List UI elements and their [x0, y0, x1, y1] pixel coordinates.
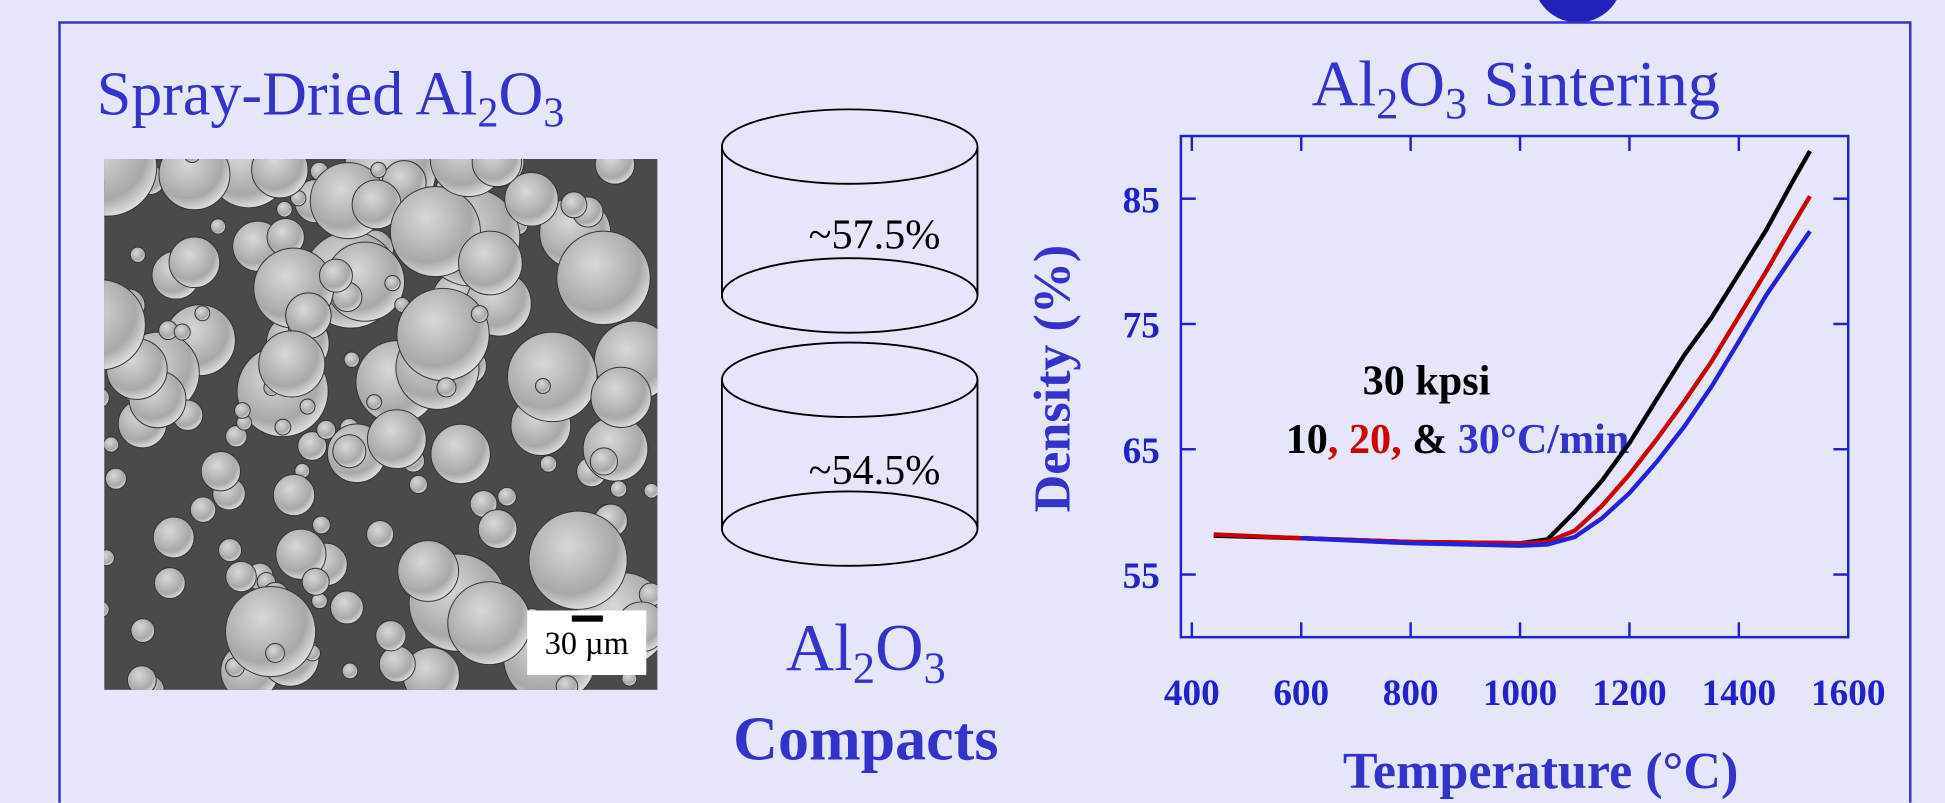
label-part: Al: [786, 611, 853, 685]
particle: [529, 511, 627, 609]
scale-bar: [572, 615, 603, 621]
particle: [561, 192, 587, 218]
particle: [397, 288, 489, 380]
particle: [105, 468, 126, 489]
title-part: Spray-Dried Al: [97, 60, 478, 128]
rate: 10: [1286, 416, 1328, 463]
title-sub: 3: [1445, 78, 1467, 128]
particle: [385, 275, 400, 290]
particle: [330, 591, 363, 624]
annotation-pressure: 30 kpsi: [1363, 358, 1491, 405]
y-tick-label: 65: [1123, 431, 1160, 472]
title-part: Sintering: [1467, 49, 1720, 120]
particle: [591, 367, 651, 427]
particle: [277, 201, 293, 217]
compacts-caption: Compacts: [733, 705, 998, 773]
particle: [459, 231, 523, 295]
rate: &: [1402, 416, 1448, 463]
particle: [371, 162, 386, 177]
particle: [557, 231, 650, 324]
particle: [590, 448, 617, 475]
title-part: Al: [1312, 49, 1377, 120]
particle: [190, 497, 215, 522]
title-sub: 3: [543, 90, 564, 137]
particle: [507, 332, 597, 422]
label-sub: 3: [923, 642, 945, 692]
particle: [103, 437, 118, 452]
x-tick-label: 1600: [1811, 673, 1885, 714]
particle: [169, 237, 220, 288]
particle: [302, 568, 329, 595]
particle: [398, 541, 459, 602]
particle: [259, 331, 325, 397]
x-axis-label: Temperature (°C): [1343, 743, 1738, 800]
particle: [300, 399, 315, 414]
particle: [431, 424, 490, 483]
particle: [235, 403, 251, 419]
particle: [342, 663, 358, 679]
rate: 30°C/min: [1447, 416, 1629, 463]
particle: [273, 474, 314, 515]
title-sub: 2: [1376, 78, 1398, 128]
particle: [201, 452, 240, 491]
y-tick-label: 85: [1123, 180, 1160, 221]
rate: , 20,: [1328, 416, 1402, 463]
x-tick-label: 400: [1164, 673, 1220, 714]
particle: [131, 619, 155, 643]
annotation-rates: 10, 20, & 30°C/min: [1286, 416, 1630, 463]
particle: [610, 481, 626, 497]
label-sub: 2: [853, 642, 875, 692]
particle: [379, 646, 415, 682]
particle: [130, 247, 145, 262]
y-axis-label: Density (%): [1024, 245, 1081, 513]
particle: [174, 324, 190, 340]
particle: [376, 621, 406, 651]
slide: Spray-Dried Al2O3 30 µm ~57.5% ~54.5% Al…: [0, 0, 1945, 803]
title-part: O: [1398, 49, 1445, 120]
scale-label: 30 µm: [545, 625, 629, 661]
particle: [344, 352, 359, 367]
particle: [409, 475, 427, 493]
title-sub: 2: [477, 90, 498, 137]
particle: [312, 516, 330, 534]
particle: [153, 517, 194, 558]
particle: [154, 568, 185, 599]
density-label: ~54.5%: [809, 447, 941, 494]
particle: [471, 306, 488, 323]
x-tick-label: 1400: [1702, 673, 1776, 714]
particle: [219, 539, 242, 562]
particle: [210, 219, 225, 234]
x-tick-label: 600: [1273, 673, 1329, 714]
x-tick-label: 1200: [1592, 673, 1666, 714]
title-part: O: [498, 60, 543, 128]
particle: [367, 395, 382, 410]
particle: [195, 306, 210, 321]
particle: [319, 259, 352, 292]
particle: [540, 456, 557, 473]
particle: [437, 378, 456, 397]
label-part: O: [875, 611, 923, 685]
y-tick-label: 75: [1123, 306, 1160, 347]
particle: [367, 410, 426, 469]
particle: [333, 435, 366, 468]
x-tick-label: 1000: [1483, 673, 1557, 714]
chart-title: Al2O3 Sintering: [1312, 49, 1720, 128]
x-tick-label: 800: [1383, 673, 1439, 714]
particle: [226, 561, 257, 592]
particle: [478, 510, 517, 549]
particle: [266, 644, 285, 663]
density-label: ~57.5%: [809, 211, 941, 258]
particle: [644, 483, 659, 498]
particle: [367, 521, 394, 548]
particle: [448, 582, 531, 665]
particle: [226, 587, 316, 677]
particle: [275, 419, 291, 435]
y-tick-label: 55: [1123, 556, 1160, 597]
particle: [498, 487, 517, 506]
particle: [536, 379, 551, 394]
